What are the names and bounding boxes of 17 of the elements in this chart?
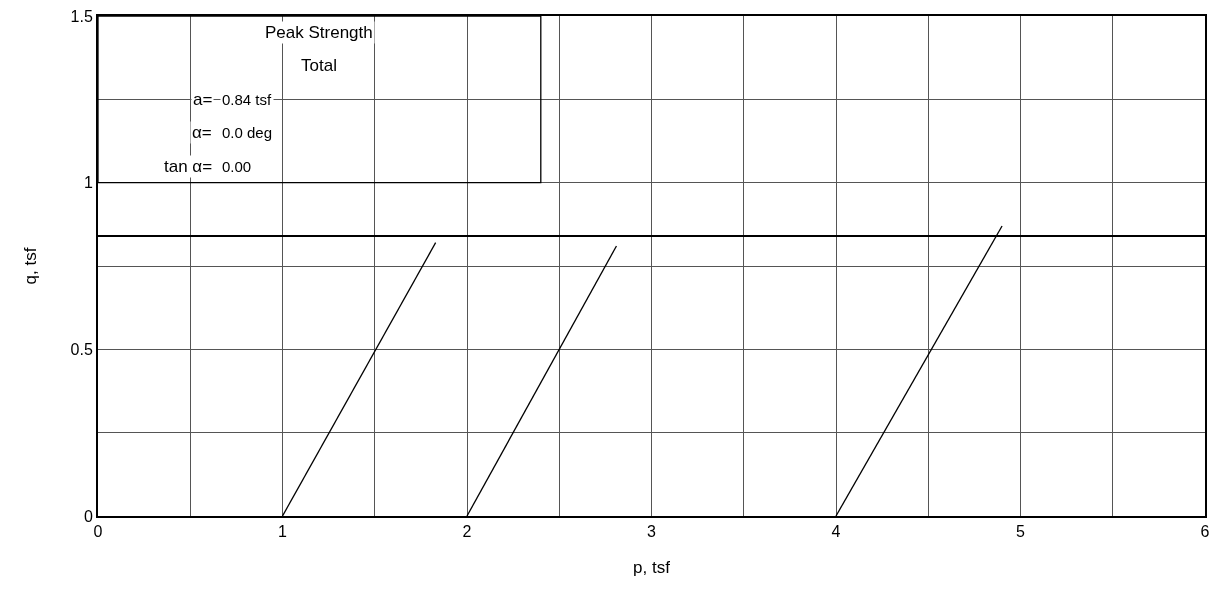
annotation: tan α= 0.00: [164, 157, 252, 176]
y-tick-label: 0: [83, 507, 93, 525]
x-tick-label: 3: [647, 523, 657, 541]
y-tick-label: 1.5: [70, 7, 93, 25]
x-tick-label: 6: [1200, 523, 1210, 541]
x-axis-title: p, tsf: [633, 558, 671, 578]
x-tick-label: 4: [831, 523, 841, 541]
y-tick-label: 0.5: [70, 340, 93, 358]
x-tick-label: 1: [278, 523, 288, 541]
x-tick-label: 2: [462, 523, 472, 541]
annotation: α= 0.0 deg: [192, 123, 273, 142]
x-tick-label: 5: [1016, 523, 1026, 541]
annotation: Total: [301, 56, 337, 75]
y-tick-label: 1: [83, 174, 93, 192]
y-axis-title: q, tsf: [20, 247, 40, 285]
annotation: Peak Strength: [265, 23, 373, 42]
annotation: a= 0.84 tsf: [193, 90, 273, 109]
